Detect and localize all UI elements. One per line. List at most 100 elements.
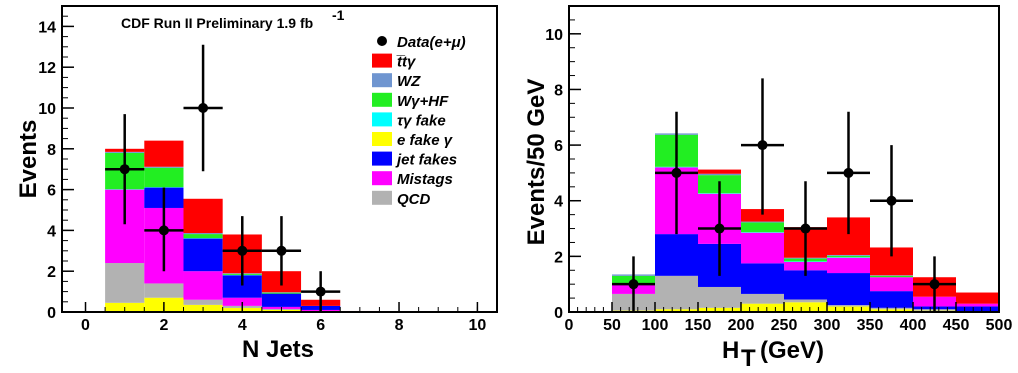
right-bar-qcd-2: [698, 286, 741, 308]
right-data-point-7: [929, 279, 940, 290]
legend-label-2: WZ: [397, 73, 421, 90]
legend-label-3: Wγ+HF: [397, 93, 449, 110]
left-panel: 0 2 4 6 8 10 0 2 4 6 8 10 12 14 CDF Run II Preliminar…: [15, 5, 498, 363]
left-bar-qcd-1: [144, 283, 184, 298]
right-bar-w-hf-5: [827, 255, 870, 258]
left-bar-wz-1: [144, 166, 184, 168]
left-data-point-4: [276, 245, 287, 256]
legend-label-0: Data(e+μ): [397, 34, 466, 51]
legend-swatch-2: [372, 73, 392, 88]
left-bar-mistags-3: [222, 297, 262, 306]
right-bar-mistags-5: [827, 257, 870, 274]
legend-label-7: Mistags: [397, 171, 453, 188]
right-xlabel-unit: (GeV): [760, 337, 824, 364]
left-bar-jet-fakes-2: [183, 238, 223, 272]
legend-marker-data: [377, 36, 387, 46]
right-data-point-4: [800, 223, 811, 234]
left-xtick-label-2: 4: [238, 317, 247, 334]
right-bar-qcd-4: [784, 299, 827, 303]
right-bar-e-fake--1: [655, 309, 698, 312]
right-bar-e-fake--2: [698, 307, 741, 312]
left-bar-jet-fakes-3: [222, 275, 262, 298]
left-xtick-label-0: 0: [81, 317, 90, 334]
right-bar-t-t--8: [956, 292, 999, 304]
right-bar--fake-3: [741, 232, 784, 233]
left-xtick-label-1: 2: [159, 317, 168, 334]
left-ytick-label-4: 8: [47, 142, 56, 159]
right-bar-wz-3: [741, 221, 784, 223]
right-bar-qcd-3: [741, 293, 784, 304]
left-data-point-0: [119, 164, 130, 175]
right-bar-e-fake--5: [827, 306, 870, 312]
right-xtick-label-3: 150: [685, 317, 712, 334]
left-ytick-label-1: 2: [47, 264, 56, 281]
legend-swatch-8: [372, 190, 392, 205]
right-xtick-label-7: 350: [857, 317, 884, 334]
right-bar-e-fake--4: [784, 302, 827, 312]
legend: Data(e+μ) t̅tγ WZ Wγ+HF τγ fake e fake γ jet f…: [372, 34, 466, 208]
right-bar-w-hf-6: [870, 275, 913, 278]
legend-label-4: τγ fake: [397, 112, 446, 129]
legend-swatch-1: [372, 53, 392, 68]
right-ytick-label-3: 6: [554, 138, 563, 155]
legend-swatch-6: [372, 151, 392, 166]
right-data-point-5: [843, 167, 854, 178]
right-bar--fake-5: [827, 257, 870, 258]
right-data-point-3: [757, 140, 768, 151]
legend-swatch-5: [372, 132, 392, 146]
right-ytick-label-4: 8: [554, 82, 563, 99]
left-xlabel: N Jets: [242, 336, 314, 363]
right-data-point-2: [714, 223, 725, 234]
right-xtick-label-2: 100: [642, 317, 669, 334]
right-bar-e-fake--6: [870, 309, 913, 312]
left-bar-mistags-2: [183, 271, 223, 300]
right-bar-jet-fakes-1: [655, 234, 698, 276]
right-bar-jet-fakes-6: [870, 291, 913, 308]
right-data-point-0: [628, 279, 639, 290]
right-ytick-label-0: 0: [554, 305, 563, 322]
right-bar-t-t--2: [698, 169, 741, 174]
legend-swatch-4: [372, 112, 392, 127]
right-bar-qcd-5: [827, 305, 870, 307]
right-bar-qcd-6: [870, 307, 913, 310]
right-ylabel: Events/50 GeV: [523, 79, 550, 246]
right-xlabel: H: [722, 337, 739, 364]
right-xtick-label-10: 500: [986, 317, 1013, 334]
right-data-point-6: [886, 195, 897, 206]
left-ytick-label-5: 10: [38, 101, 56, 118]
right-data-points: [612, 78, 956, 312]
left-title-superscript: -1: [332, 7, 345, 23]
left-data-point-3: [237, 245, 248, 256]
left-bar-w-hf-4: [261, 292, 302, 294]
right-bar-jet-fakes-5: [827, 273, 870, 306]
right-xtick-label-4: 200: [728, 317, 755, 334]
right-ytick-label-1: 2: [554, 249, 563, 266]
left-ytick-label-6: 12: [38, 60, 56, 77]
left-ylabel: Events: [15, 120, 42, 199]
left-xtick-label-3: 6: [316, 317, 325, 334]
right-xtick-label-9: 450: [943, 317, 970, 334]
right-bar-wz-5: [827, 254, 870, 256]
right-ytick-label-5: 10: [545, 27, 563, 44]
right-bar-qcd-1: [655, 275, 698, 310]
right-panel: 0 50 100 150 200 250 300 350 400 450 500 0 2 4 6 8 10 Ev…: [523, 5, 1013, 372]
legend-swatch-3: [372, 92, 392, 107]
right-bar-w-hf-3: [741, 222, 784, 233]
right-xtick-label-5: 250: [771, 317, 798, 334]
right-data-point-1: [671, 167, 682, 178]
right-bar-t-t--3: [741, 209, 784, 222]
right-bar-mistags-3: [741, 232, 784, 264]
right-ytick-label-2: 4: [554, 194, 563, 211]
left-xtick-label-4: 8: [395, 317, 404, 334]
right-xtick-label-1: 50: [603, 317, 621, 334]
left-data-point-5: [315, 286, 326, 297]
left-ytick-label-3: 6: [47, 183, 56, 200]
left-bar-wz-2: [183, 233, 223, 235]
left-data-point-2: [198, 103, 209, 113]
left-ytick-label-7: 14: [38, 19, 56, 36]
right-axes: 0 50 100 150 200 250 300 350 400 450 500 0 2 4 6 8 10: [545, 5, 1013, 334]
right-xtick-label-0: 0: [565, 317, 574, 334]
left-bar-t-t--1: [144, 140, 184, 167]
right-bar-jet-fakes-8: [956, 306, 999, 312]
